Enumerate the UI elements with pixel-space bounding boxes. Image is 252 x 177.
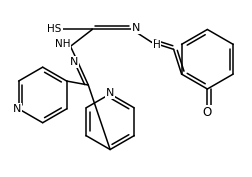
Text: H: H [152, 40, 160, 50]
Text: N: N [70, 57, 78, 67]
Text: HS: HS [47, 24, 61, 35]
Text: N: N [131, 24, 140, 33]
Text: N: N [12, 104, 21, 114]
Text: O: O [202, 106, 211, 119]
Text: NH: NH [54, 39, 70, 49]
Text: N: N [106, 88, 114, 98]
